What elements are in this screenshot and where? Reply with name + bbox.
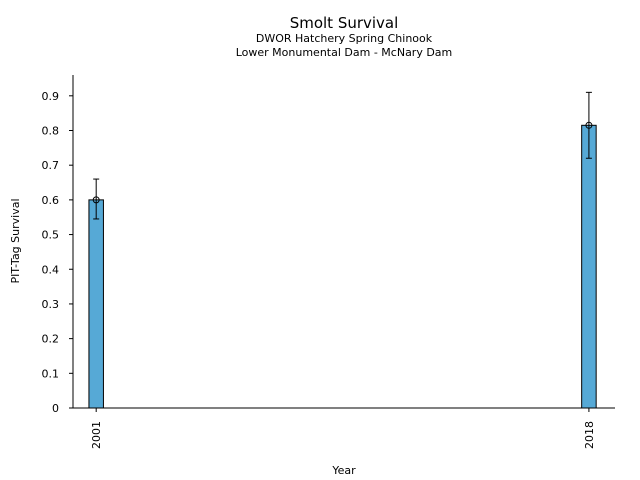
y-tick-label: 0 — [52, 402, 59, 415]
y-tick-label: 0.6 — [42, 194, 60, 207]
x-ticks: 2001 2018 — [90, 408, 596, 449]
chart-subtitle-line-2: Lower Monumental Dam - McNary Dam — [236, 46, 453, 59]
x-tick-label: 2001 — [90, 421, 103, 449]
y-axis-label: PIT-Tag Survival — [9, 198, 22, 283]
plot-area — [88, 91, 597, 409]
y-ticks: 0 0.1 0.2 0.3 0.4 0.5 0.6 0.7 0.8 0.9 — [42, 90, 73, 415]
y-tick-label: 0.3 — [42, 298, 60, 311]
bar-2001 — [88, 199, 104, 409]
point-marker-2018 — [585, 121, 593, 129]
x-axis-label: Year — [331, 464, 356, 477]
chart-subtitle-line-1: DWOR Hatchery Spring Chinook — [256, 32, 433, 45]
y-tick-label: 0.4 — [42, 263, 60, 276]
y-tick-label: 0.7 — [42, 159, 60, 172]
y-tick-label: 0.5 — [42, 229, 60, 242]
bar-2018 — [581, 124, 597, 409]
x-tick-label: 2018 — [583, 421, 596, 449]
y-tick-label: 0.1 — [42, 367, 60, 380]
chart-title: Smolt Survival — [290, 14, 399, 32]
y-tick-label: 0.9 — [42, 90, 60, 103]
point-marker-2001 — [92, 196, 100, 204]
y-tick-label: 0.8 — [42, 125, 60, 138]
y-tick-label: 0.2 — [42, 333, 60, 346]
